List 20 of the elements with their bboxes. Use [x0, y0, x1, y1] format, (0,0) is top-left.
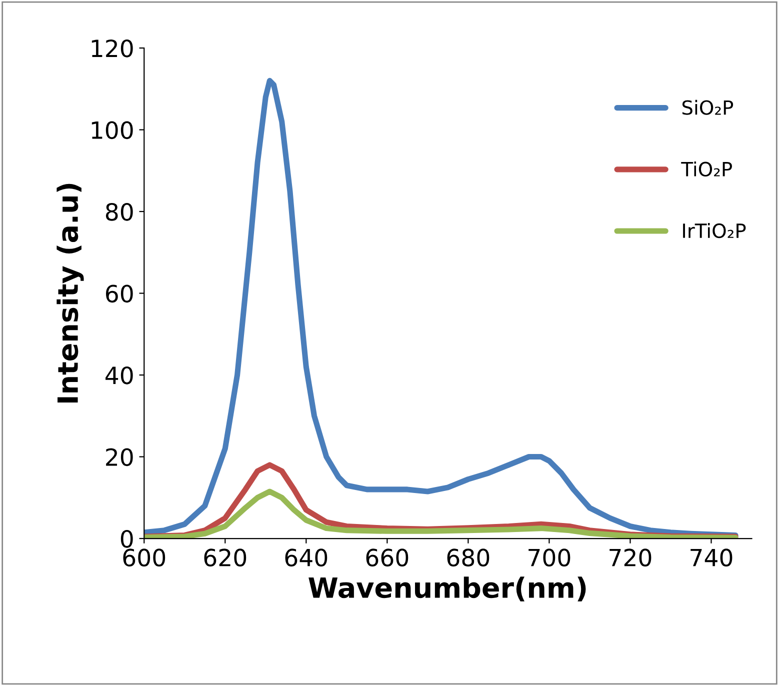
x-tick-label: 640 [285, 548, 328, 567]
y-tick-label: 20 [106, 448, 133, 466]
x-tick-label: 740 [690, 548, 732, 567]
y-tick-label: 0 [120, 530, 133, 548]
y-axis-title: Intensity (a.u) [56, 184, 84, 402]
y-tick-label: 80 [106, 202, 133, 221]
y-tick-label: 60 [106, 284, 133, 303]
x-tick-label: 680 [447, 548, 490, 567]
x-tick-label: 720 [610, 548, 652, 567]
x-tick-label: 600 [123, 548, 166, 567]
y-tick-label: 40 [106, 366, 133, 384]
legend-label: TiO₂P [681, 161, 732, 176]
x-tick-label: 660 [366, 548, 408, 567]
x-axis-title: Wavenumber(nm) [308, 576, 586, 602]
legend-label: SiO₂P [682, 100, 734, 115]
x-tick-label: 700 [528, 548, 570, 567]
y-tick-label: 120 [92, 39, 133, 58]
y-tick-label: 100 [92, 121, 133, 140]
x-tick-label: 620 [204, 548, 246, 567]
legend-label: IrTiO₂P [683, 223, 746, 238]
